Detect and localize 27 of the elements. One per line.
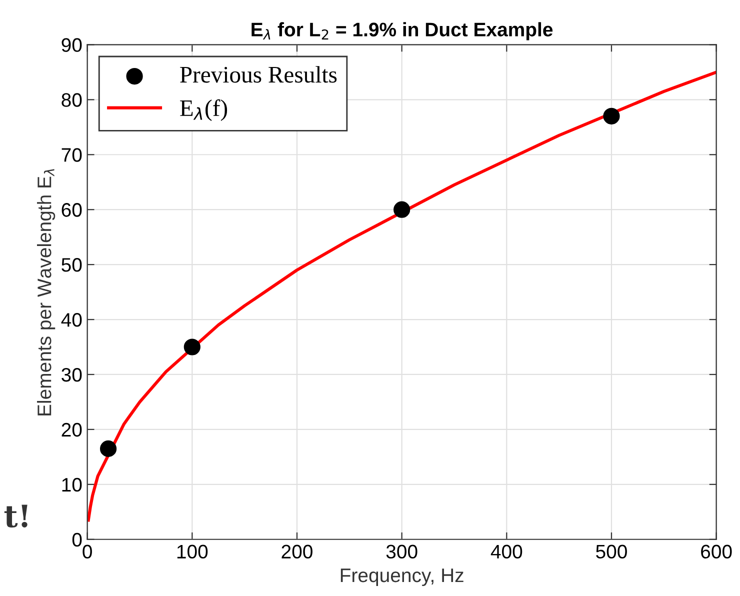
y-tick-label: 50 — [62, 258, 82, 272]
legend-label: E$_{λ}$(f) — [180, 99, 228, 121]
legend-label: Previous Results — [180, 66, 337, 83]
y-tick-label: 80 — [62, 93, 82, 107]
chart-title: E$_{λ}$ for L$_{2}$ = 1.9% in Duct Example — [252, 22, 553, 40]
y-tick-label: 90 — [62, 38, 82, 52]
x-tick-label: 0 — [82, 544, 92, 559]
text: t! — [4, 504, 28, 528]
x-tick-label: 100 — [177, 544, 208, 559]
x-tick-label: 500 — [596, 544, 627, 559]
x-tick-label: 300 — [386, 544, 418, 559]
y-tick-label: 70 — [62, 148, 82, 162]
y-tick-label: 0 — [72, 532, 82, 547]
point — [100, 440, 117, 457]
x-tick-label: 200 — [282, 544, 312, 559]
x-axis-title: Frequency, Hz — [340, 568, 464, 586]
y-axis-title: Elements per Wavelength E$_{λ}$ — [37, 169, 56, 416]
point — [394, 201, 410, 218]
y-tick-label: 60 — [62, 203, 82, 217]
point — [184, 338, 200, 356]
y-tick-label: 20 — [62, 422, 82, 437]
y-tick-label: 30 — [62, 368, 82, 382]
point — [603, 108, 620, 124]
y-tick-label: 10 — [62, 478, 82, 492]
x-tick-label: 600 — [701, 544, 732, 559]
y-tick-label: 40 — [61, 312, 82, 327]
x-tick-label: 400 — [490, 544, 522, 559]
